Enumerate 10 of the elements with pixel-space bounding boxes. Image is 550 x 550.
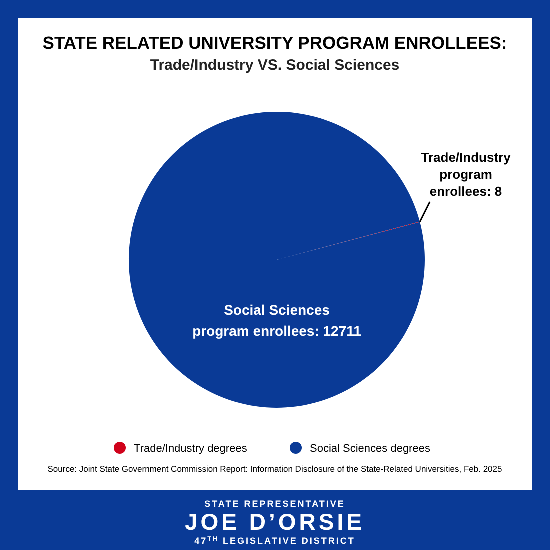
text: 47$^{TH}$ LEGISLATIVE DISTRICT (194, 536, 356, 546)
chart-subtitle: Trade/Industry VS. Social Sciences (150, 57, 400, 74)
legend-label: Social Sciences degrees (310, 443, 431, 455)
source-note: Source: Joint State Government Commission Report: Information Disclosure of the State-Related Universities, Feb. 2025 (48, 464, 503, 474)
text: JOE D’ORSIE (185, 509, 365, 535)
legend-label: Trade/Industry degrees (134, 443, 248, 455)
text: STATE REPRESENTATIVE (204, 499, 346, 509)
chart-title: STATE RELATED UNIVERSITY PROGRAM ENROLLEES: (42, 33, 508, 53)
data-label: Social Sciences program enrollees: 12711 (192, 302, 362, 339)
data-label: Trade/Industry program enrollees: 8 (421, 150, 512, 199)
